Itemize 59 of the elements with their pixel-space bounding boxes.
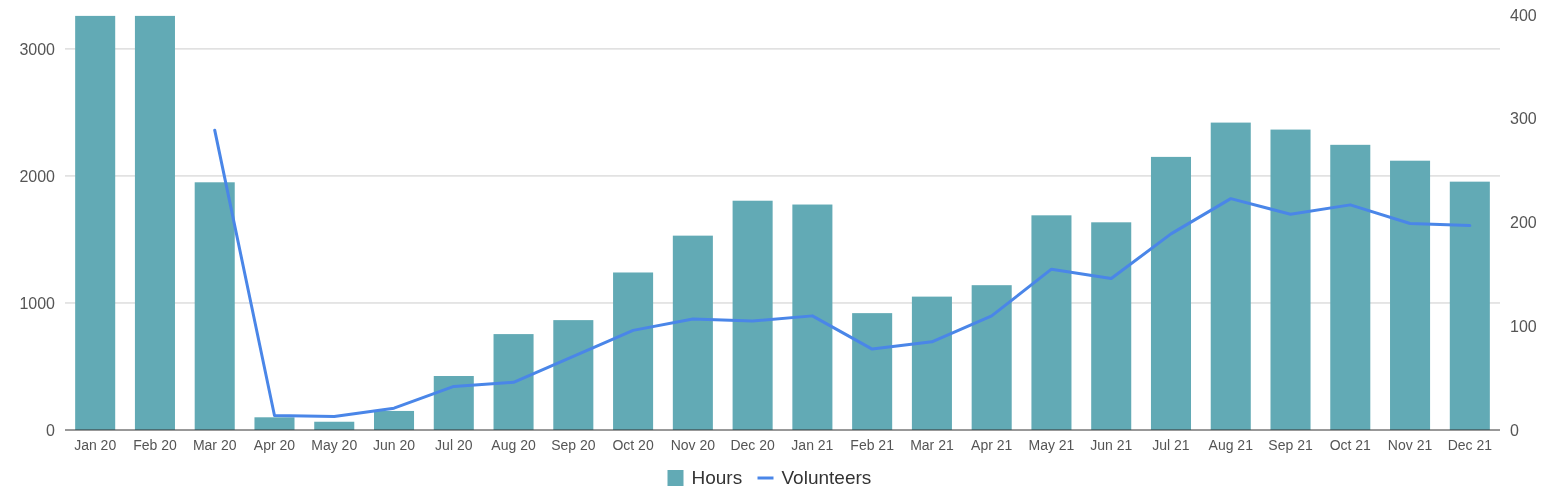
y-tick-label: 3000 [19,40,56,58]
y2-tick-label: 0 [1510,421,1519,439]
x-tick-label: Jul 20 [435,437,473,453]
x-tick-label: Nov 21 [1387,437,1433,453]
x-tick-label: Jul 21 [1152,437,1190,453]
y2-tick-label: 300 [1510,110,1537,128]
bar [134,15,175,430]
x-tick-label: Sep 20 [551,437,596,453]
bar [613,272,654,430]
bar [433,376,474,430]
bar [373,410,415,430]
bar [553,320,594,430]
x-tick-label: Aug 20 [491,437,536,453]
x-tick-label: Mar 21 [910,437,954,453]
x-tick-label: Dec 21 [1447,437,1493,453]
x-tick-label: Feb 21 [850,437,895,453]
bar [971,285,1012,430]
bar [732,200,773,430]
bar [911,296,952,430]
x-tick-label: Dec 20 [730,437,776,453]
x-tick-label: May 21 [1028,437,1075,453]
line-series [213,128,1472,419]
y-tick-label: 0 [46,421,56,439]
bar [1091,222,1132,430]
x-tick-label: Jun 21 [1090,437,1133,453]
bar [1330,144,1371,430]
x-tick-label: Sep 21 [1268,437,1313,453]
bar [1390,160,1431,430]
x-tick-label: Feb 20 [133,437,177,453]
bar [1210,122,1251,430]
bar [75,15,116,430]
bar [672,235,713,430]
x-tick-label: Nov 20 [670,437,716,453]
x-tick-label: Mar 20 [192,437,237,453]
bar [1031,215,1072,430]
bar [1449,181,1490,430]
legend-label: Hours [691,467,743,488]
y2-tick-label: 200 [1510,214,1537,232]
x-tick-label: Jun 20 [372,437,416,453]
x-tick-label: Oct 20 [612,437,654,453]
y-tick-label: 1000 [19,294,56,312]
x-tick-label: Apr 20 [253,437,296,453]
y2-tick-label: 400 [1510,6,1537,24]
bar [792,204,833,430]
x-tick-label: Jan 20 [74,437,117,453]
bar [1150,156,1191,430]
bar [254,417,295,430]
x-tick-label: Apr 21 [971,437,1013,453]
y-tick-label: 2000 [19,167,56,185]
bar [1270,129,1311,430]
bar [493,334,534,430]
bar [852,313,893,430]
x-tick-label: Oct 21 [1329,437,1372,453]
x-tick-label: May 20 [311,437,358,453]
x-tick-label: Aug 21 [1208,437,1254,453]
legend-label: Volunteers [781,467,872,488]
x-tick-label: Jan 21 [791,437,834,453]
y2-tick-label: 100 [1510,317,1537,335]
bar [194,182,235,430]
